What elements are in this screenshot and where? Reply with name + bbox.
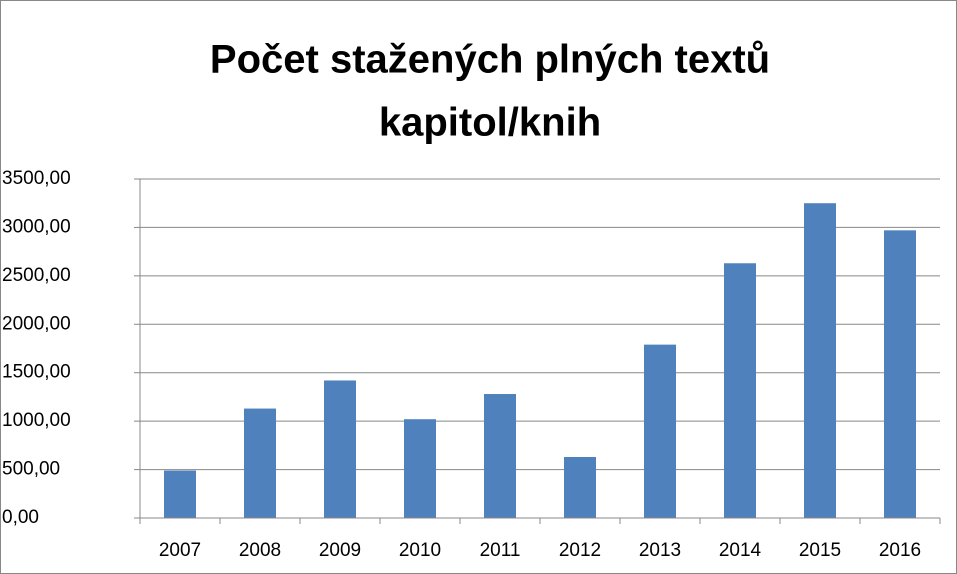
x-tick-label: 2008 [239,540,281,561]
bar [164,470,196,518]
bar [404,419,436,518]
y-tick-label: 1000,00 [2,410,71,431]
y-tick-label: 0,00 [2,507,39,528]
y-tick-label: 500,00 [2,459,60,480]
bar [644,344,676,518]
x-tick-label: 2016 [879,540,921,561]
y-tick-label: 3000,00 [2,216,71,237]
bar [564,456,596,518]
y-tick-label: 2500,00 [2,265,71,286]
bar [724,263,756,518]
x-tick-label: 2012 [559,540,601,561]
bar [884,230,916,518]
bar [484,394,516,518]
bar [324,380,356,518]
y-tick-label: 3500,00 [2,168,71,189]
bar [244,408,276,518]
chart-title: kapitol/knih [379,101,601,145]
x-tick-label: 2010 [399,540,441,561]
x-tick-label: 2013 [639,540,681,561]
x-tick-label: 2015 [799,540,841,561]
bar [804,203,836,518]
x-tick-label: 2014 [719,540,762,561]
x-tick-label: 2009 [319,540,361,561]
y-tick-label: 2000,00 [2,313,71,334]
x-tick-label: 2011 [480,540,521,561]
x-tick-label: 2007 [159,540,201,561]
chart-title: Počet stažených plných textů [210,38,770,82]
y-tick-label: 1500,00 [2,362,71,383]
